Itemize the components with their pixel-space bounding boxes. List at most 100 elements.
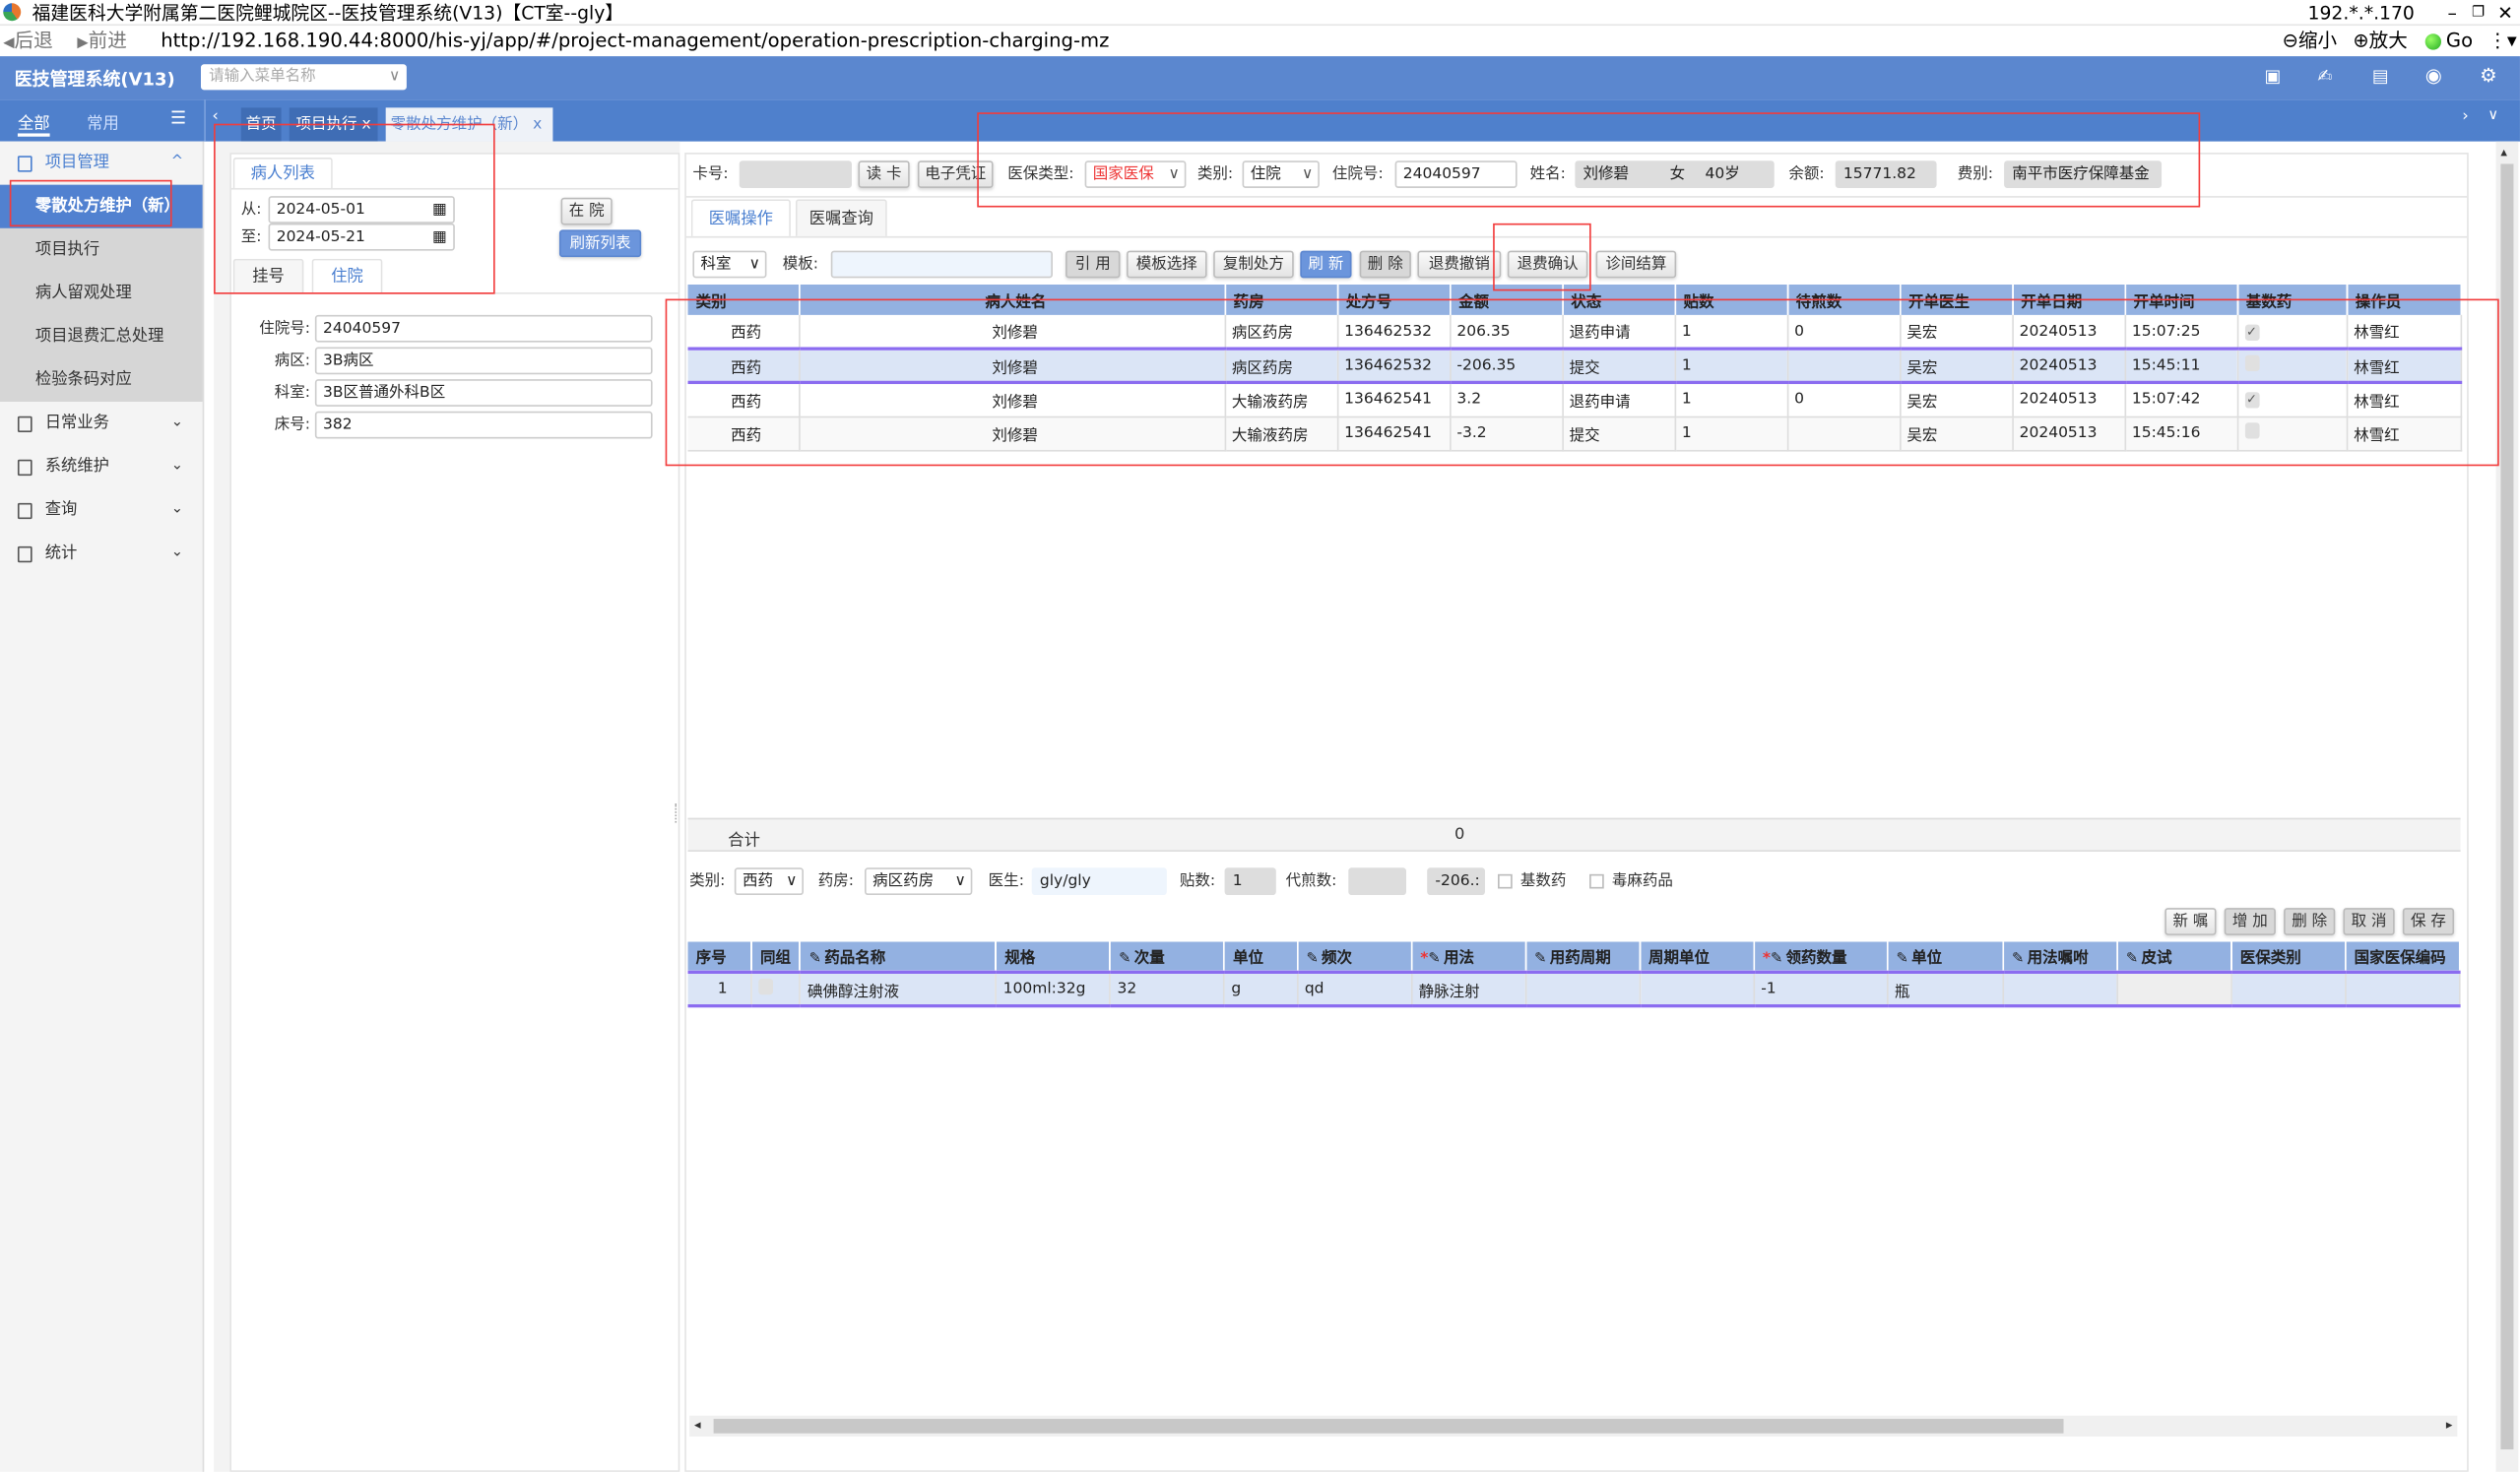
tab-prescription-maint[interactable]: 零散处方维护（新） x	[385, 107, 553, 142]
copy-prescription-button[interactable]: 复制处方	[1213, 250, 1294, 279]
e-cert-button[interactable]: 电子凭证	[917, 160, 994, 188]
gear-icon[interactable]: ⚙	[2480, 64, 2497, 88]
sidebar-group-query[interactable]: 查询 ⌄	[0, 488, 203, 532]
refund-cancel-button[interactable]: 退费撤销	[1417, 250, 1502, 279]
table-row[interactable]: 西药 刘修碧 大输液药房 136462541 3.2 退药申请 1 0 吴宏 20240513 15…	[687, 382, 2462, 417]
more-icon[interactable]: ⋮▾	[2488, 29, 2517, 52]
tab-order-operation[interactable]: 医嘱操作	[690, 199, 791, 236]
zoom-in-button[interactable]: ⊕放大	[2353, 29, 2408, 52]
go-button[interactable]: Go	[2445, 29, 2474, 52]
sidebar-item-barcode[interactable]: 检验条码对应	[34, 370, 132, 389]
scroll-right-icon[interactable]: ▸	[2445, 1417, 2453, 1433]
column-header[interactable]: 金额	[1450, 284, 1564, 315]
vertical-scrollbar[interactable]: ▴	[2495, 141, 2519, 1472]
column-header[interactable]: ✎ 用法嘱咐	[2003, 941, 2118, 973]
tab-home[interactable]: 首页	[240, 107, 282, 142]
cell[interactable]: 100ml:32g	[996, 970, 1111, 1008]
close-icon[interactable]: x	[533, 115, 543, 134]
table-row[interactable]: 西药 刘修碧 病区药房 136462532 206.35 退药申请 1 0 吴宏 20240513…	[687, 314, 2462, 350]
close-icon[interactable]: x	[361, 115, 371, 134]
tab-registration[interactable]: 挂号	[232, 258, 304, 293]
column-header[interactable]: 开单日期	[2012, 284, 2126, 315]
field-input[interactable]: 3B区普通外科B区	[314, 379, 653, 407]
cell[interactable]: g	[1223, 970, 1299, 1008]
column-header[interactable]: ✎ 频次	[1297, 941, 1413, 973]
column-header[interactable]: 基数药	[2236, 284, 2348, 315]
menu-search-select[interactable]: 请输入菜单名称 ∨	[201, 64, 407, 91]
cell[interactable]	[2116, 970, 2232, 1008]
sign-icon[interactable]: ✍	[2317, 65, 2333, 88]
column-header[interactable]: *✎ 领药数量	[1753, 941, 1889, 973]
column-header[interactable]: 国家医保编码	[2345, 941, 2461, 973]
minimize-button[interactable]: –	[2447, 1, 2457, 25]
base-drug-checkbox[interactable]: ✓	[2244, 323, 2259, 341]
tab-patient-list[interactable]: 病人列表	[232, 157, 333, 190]
cell[interactable]: 碘佛醇注射液	[800, 970, 998, 1008]
column-header[interactable]: 病人姓名	[799, 284, 1226, 315]
calendar-icon[interactable]: ▦	[432, 201, 447, 219]
quote-button[interactable]: 引 用	[1066, 250, 1121, 279]
daijian-input[interactable]	[1348, 867, 1406, 896]
splitter-handle[interactable]	[675, 803, 679, 823]
tab-scroll-left-icon[interactable]: ‹	[212, 107, 219, 126]
column-header[interactable]: 待煎数	[1786, 284, 1901, 315]
column-header[interactable]: ✎ 药品名称	[800, 941, 998, 973]
cell[interactable]: 32	[1110, 970, 1225, 1008]
cell[interactable]: -1	[1753, 970, 1889, 1008]
receipt-icon[interactable]: ▤	[2371, 65, 2389, 88]
column-header[interactable]: 贴数	[1674, 284, 1788, 315]
pharmacy-select[interactable]: 病区药房 ∨	[865, 867, 973, 896]
back-button[interactable]: ◀后退	[3, 26, 52, 59]
sidebar-group-stats[interactable]: 统计 ⌄	[0, 532, 203, 575]
refresh-list-button[interactable]: 刷新列表	[558, 229, 642, 258]
group-checkbox[interactable]	[758, 978, 774, 995]
url-input[interactable]: http://192.168.190.44:8000/his-yj/app/#/…	[161, 29, 1110, 52]
side-tab-common[interactable]: 常用	[87, 115, 119, 134]
base-drug-checkbox[interactable]	[1498, 873, 1513, 889]
zoom-out-button[interactable]: ⊖缩小	[2282, 29, 2338, 52]
horizontal-scrollbar[interactable]: ◂ ▸	[689, 1415, 2458, 1438]
cell[interactable]: qd	[1297, 970, 1413, 1008]
tab-scroll-right-icon[interactable]: ›	[2462, 107, 2469, 126]
tab-order-query[interactable]: 医嘱查询	[795, 199, 887, 236]
inpatient-no-input[interactable]: 24040597	[1394, 160, 1518, 188]
cell[interactable]: 瓶	[1887, 970, 2004, 1008]
sidebar-item-prescription-maint[interactable]: 零散处方维护（新）	[0, 184, 203, 228]
column-header[interactable]: 开单医生	[1900, 284, 2014, 315]
field-input[interactable]: 3B病区	[314, 347, 653, 375]
restore-button[interactable]: ❐	[2472, 4, 2486, 22]
si-card-icon[interactable]: ◉	[2424, 64, 2442, 88]
column-header[interactable]: 序号	[687, 941, 752, 973]
field-input[interactable]: 382	[314, 411, 653, 439]
from-date-input[interactable]: 2024-05-01 ▦	[268, 196, 455, 224]
sidebar-section-project[interactable]: 项目管理 ^	[0, 142, 203, 185]
card-input[interactable]	[739, 160, 852, 188]
forward-button[interactable]: ▶前进	[77, 26, 126, 59]
scroll-left-icon[interactable]: ◂	[694, 1417, 701, 1433]
column-header[interactable]: ✎ 单位	[1887, 941, 2004, 973]
cell[interactable]	[2345, 970, 2461, 1008]
scrollbar-thumb[interactable]	[713, 1419, 2064, 1434]
new-order-button[interactable]: 新 嘱	[2165, 908, 2217, 935]
menu-toggle-icon[interactable]: ☰	[169, 107, 187, 129]
column-header[interactable]: 操作员	[2346, 284, 2462, 315]
refresh-button[interactable]: 刷 新	[1300, 250, 1352, 279]
column-header[interactable]: 同组	[751, 941, 802, 973]
column-header[interactable]: 处方号	[1336, 284, 1451, 315]
in-hospital-button[interactable]: 在 院	[560, 197, 613, 225]
column-header[interactable]: 医保类别	[2230, 941, 2347, 973]
insurance-select[interactable]: 国家医保 ∨	[1084, 160, 1187, 188]
tab-menu-chevron-icon[interactable]: ∨	[2488, 107, 2499, 124]
column-header[interactable]: 开单时间	[2124, 284, 2238, 315]
si-view-icon[interactable]: ▣	[2264, 65, 2282, 88]
template-input[interactable]	[830, 250, 1053, 279]
to-date-input[interactable]: 2024-05-21 ▦	[268, 223, 455, 251]
template-select-button[interactable]: 模板选择	[1127, 250, 1207, 279]
column-header[interactable]: 单位	[1223, 941, 1299, 973]
cancel-button[interactable]: 取 消	[2343, 908, 2395, 935]
base-drug-checkbox[interactable]	[2244, 422, 2259, 439]
read-card-button[interactable]: 读 卡	[858, 160, 910, 188]
close-button[interactable]: ✕	[2497, 1, 2513, 25]
column-header[interactable]: ✎ 皮试	[2116, 941, 2232, 973]
column-header[interactable]: 规格	[996, 941, 1111, 973]
